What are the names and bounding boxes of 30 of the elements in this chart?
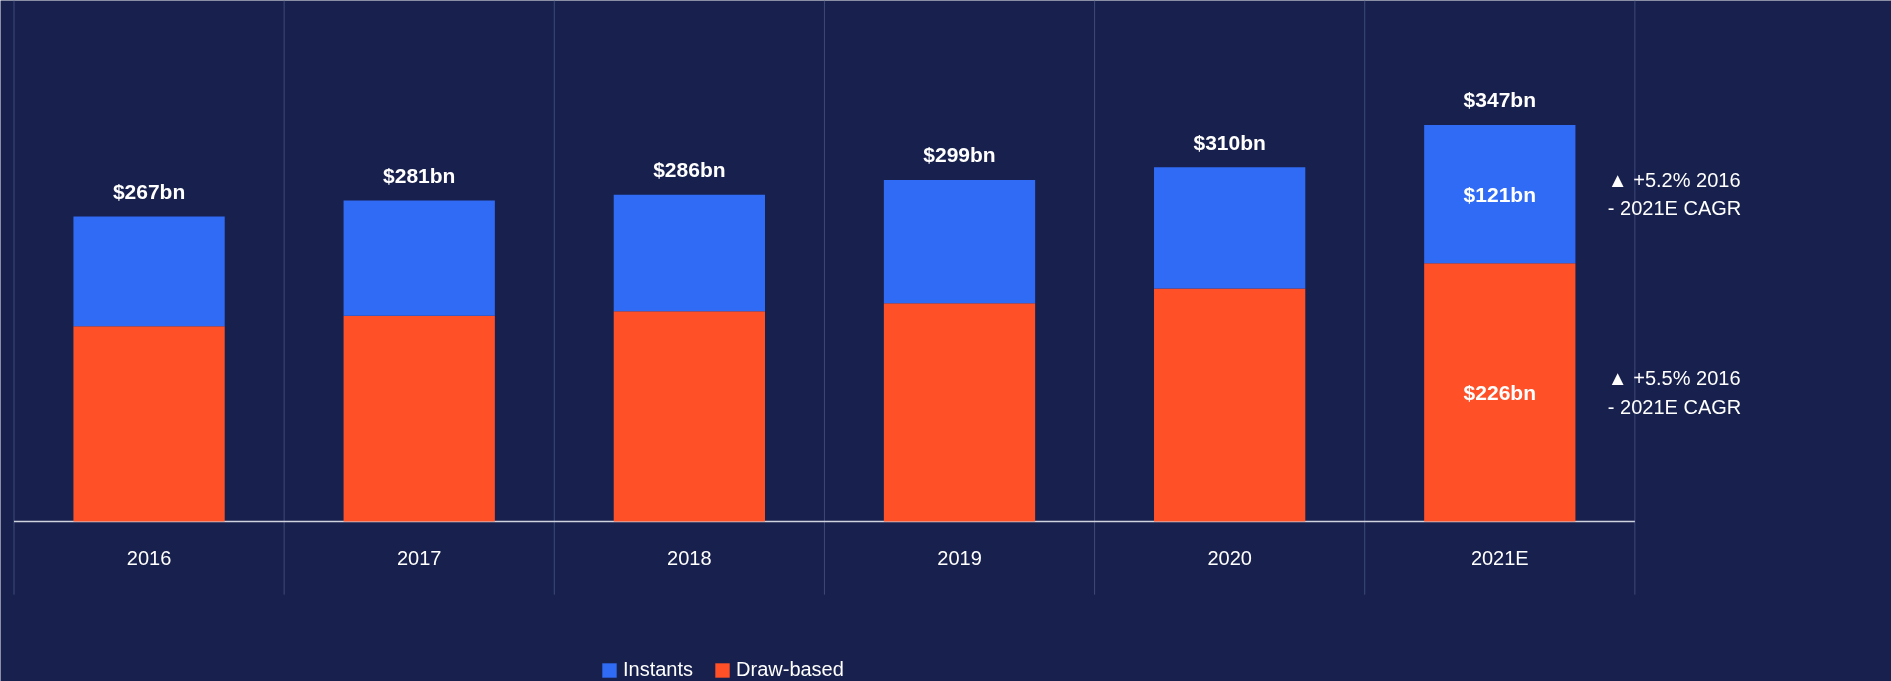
- legend-label: Draw-based: [736, 658, 844, 681]
- data-label: $121bn: [1463, 182, 1536, 206]
- bar: [613, 194, 765, 312]
- bar: [343, 315, 495, 522]
- bar: [613, 311, 765, 522]
- data-label: $226bn: [1463, 380, 1536, 404]
- bar: [1154, 167, 1306, 289]
- legend-label: Instants: [623, 658, 694, 681]
- total-label: $299bn: [923, 143, 996, 167]
- bar: [343, 200, 495, 316]
- bar: [1424, 125, 1576, 264]
- bar: [1154, 288, 1306, 522]
- x-tick-label: 2016: [126, 547, 172, 570]
- annotation: ▲ +5.2% 2016 - 2021E CAGR: [1607, 168, 1742, 220]
- x-tick-label: 2019: [937, 547, 982, 570]
- total-label: $310bn: [1193, 130, 1266, 154]
- x-tick-label: 2018: [667, 547, 712, 570]
- total-label: $281bn: [383, 163, 456, 187]
- x-tick-label: 2020: [1207, 547, 1252, 570]
- total-label: $267bn: [112, 179, 186, 203]
- x-tick-label: 2017: [396, 547, 442, 570]
- total-label: $347bn: [1463, 88, 1536, 112]
- bar: [73, 326, 225, 522]
- bar: [883, 179, 1036, 304]
- bar: [73, 216, 225, 327]
- bar: [883, 303, 1036, 522]
- annotation: ▲ +5.5% 2016 - 2021E CAGR: [1607, 367, 1742, 418]
- bar: [1424, 263, 1576, 522]
- x-tick-label: 2021E: [1470, 547, 1529, 570]
- total-label: $286bn: [653, 158, 726, 182]
